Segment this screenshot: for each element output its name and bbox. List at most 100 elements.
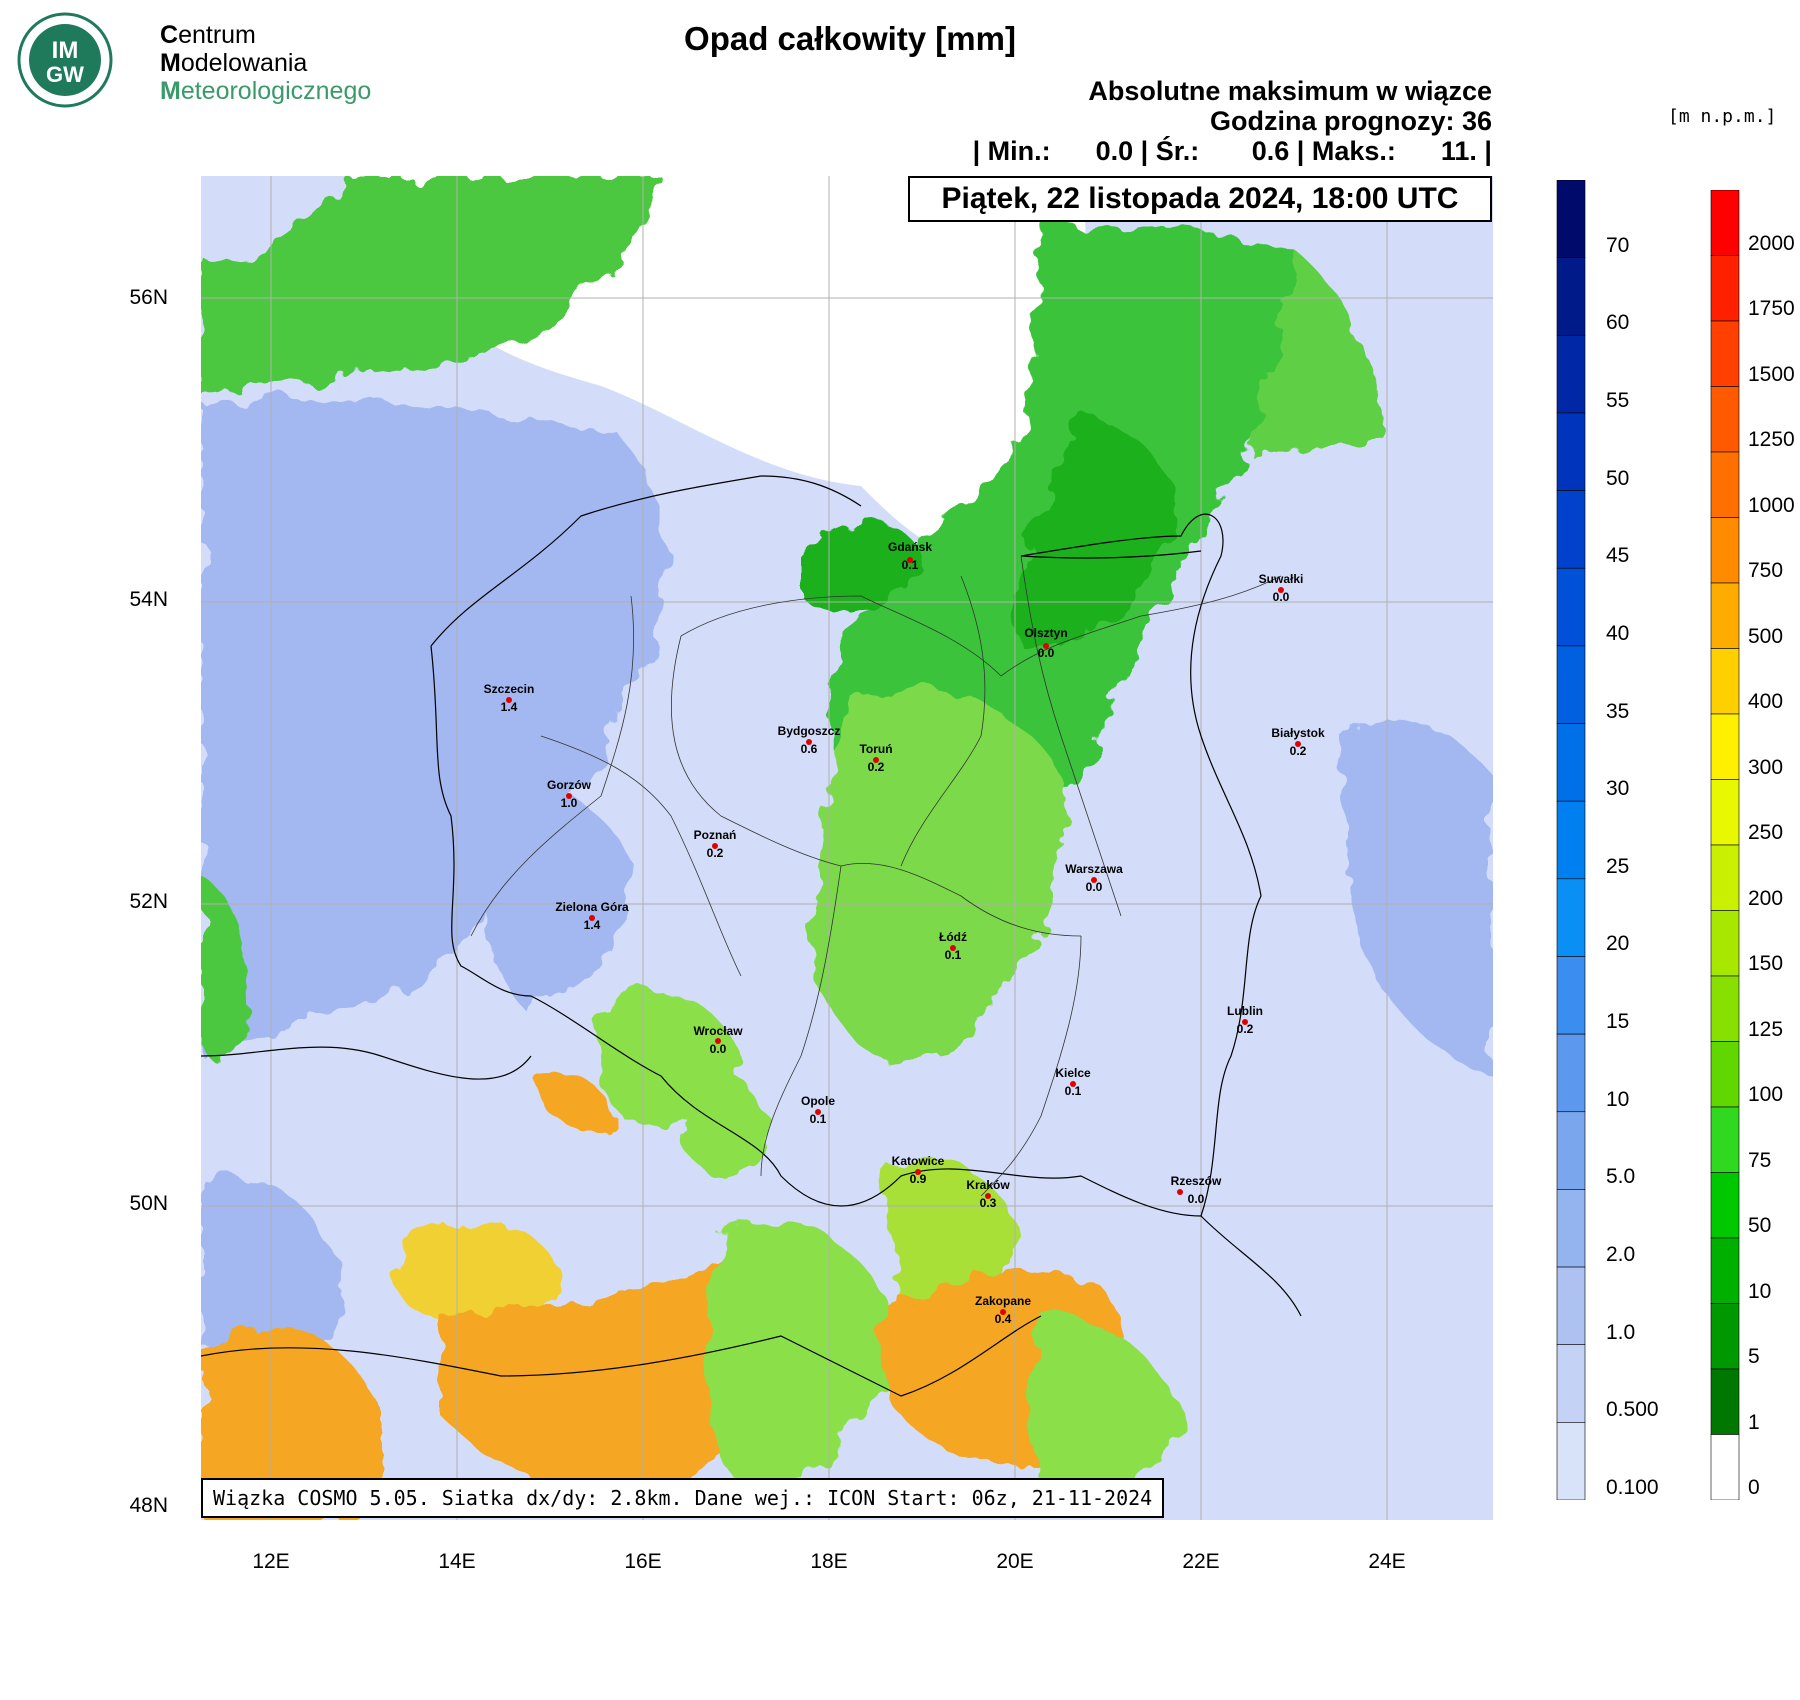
precip-green-areas [201, 176, 1381, 1176]
colorbar-label: 1250 [1748, 428, 1795, 451]
colorbar-swatch [1556, 645, 1586, 724]
page-title: Opad całkowity [mm] [684, 20, 1016, 57]
colorbar-label: 250 [1748, 821, 1784, 844]
logo-line-2: Modelowania [160, 49, 308, 77]
colorbar-label: 0.100 [1606, 1476, 1659, 1499]
lon-label-24e: 24E [1368, 1550, 1406, 1573]
city-label-olsztyn: Olsztyn 0.0 [1024, 626, 1068, 660]
voivodeship-borders [470, 555, 1282, 1197]
city-label-bialystok: Białystok 0.2 [1271, 726, 1325, 758]
city-label-szczecin: Szczecin 1.4 [483, 682, 535, 714]
city-dot [806, 739, 812, 745]
colorbar-label: 50 [1606, 466, 1630, 490]
city-dot [873, 757, 879, 763]
colorbar-swatch [1710, 255, 1740, 322]
city-dot [1295, 741, 1301, 747]
colorbar-label: 1750 [1748, 297, 1795, 320]
colorbar-label: 70 [1606, 233, 1630, 257]
city-dot [566, 793, 572, 799]
city-label-lublin: Lublin 0.2 [1227, 1004, 1263, 1036]
colorbar-swatch [1556, 956, 1586, 1035]
lon-label-20e: 20E [996, 1550, 1034, 1573]
colorbar-label: 35 [1606, 699, 1630, 723]
precip-mountain-areas [201, 1074, 1181, 1520]
city-label-wroclaw: Wrocław 0.0 [693, 1024, 743, 1056]
colorbar-label: 55 [1606, 388, 1630, 412]
colorbar-swatch [1710, 910, 1740, 977]
city-dot [1278, 587, 1284, 593]
colorbar-label: 45 [1606, 544, 1630, 568]
city-dot [712, 843, 718, 849]
city-label-gdansk: Gdańsk 0.1 [887, 540, 933, 572]
logo-line-3: Meteorologicznego [160, 77, 372, 105]
imgw-badge-icon: IM GW [17, 12, 113, 108]
colorbar-label: 25 [1606, 854, 1630, 878]
city-dot [1177, 1189, 1183, 1195]
colorbar-label: 125 [1748, 1017, 1784, 1041]
lon-label-18e: 18E [810, 1550, 848, 1573]
city-dot [1043, 643, 1049, 649]
colorbar-label: 15 [1606, 1010, 1630, 1034]
colorbar-label: 0.500 [1606, 1398, 1659, 1422]
height-colorbar [1710, 190, 1740, 1500]
forecast-hour: Godzina prognozy: 36 [1209, 106, 1492, 136]
city-dot [907, 557, 913, 563]
height-unit-label: [m n.p.m.] [1668, 106, 1777, 127]
city-dot [1091, 877, 1097, 883]
colorbar-swatch [1710, 1106, 1740, 1173]
colorbar-swatch [1710, 1368, 1740, 1435]
colorbar-label: 2000 [1748, 231, 1795, 255]
city-dot [506, 697, 512, 703]
city-dot [815, 1109, 821, 1115]
colorbar-label: 60 [1606, 311, 1630, 335]
lat-label-52n: 52N [129, 890, 168, 913]
city-label-torun: Toruń 0.2 [859, 742, 893, 774]
colorbar-swatch [1556, 1189, 1586, 1268]
colorbar-label: 10 [1748, 1279, 1772, 1303]
colorbar-label: 1 [1748, 1410, 1760, 1434]
city-dot [1070, 1081, 1076, 1087]
colorbar-swatch [1556, 490, 1586, 569]
colorbar-label: 75 [1748, 1148, 1772, 1172]
colorbar-label: 200 [1748, 886, 1784, 910]
colorbar-label: 100 [1748, 1083, 1784, 1106]
colorbar-swatch [1556, 180, 1586, 258]
colorbar-swatch [1710, 1237, 1740, 1304]
city-dot [915, 1169, 921, 1175]
lat-label-56n: 56N [129, 286, 168, 309]
colorbar-swatch [1556, 1266, 1586, 1346]
city-dot [589, 915, 595, 921]
precip-map [201, 176, 1493, 1520]
colorbar-swatch [1710, 648, 1740, 715]
lon-label-14e: 14E [438, 1550, 476, 1573]
colorbar-swatch [1710, 1303, 1740, 1370]
colorbar-label: 750 [1748, 559, 1784, 582]
city-label-suwalki: Suwałki 0.0 [1258, 572, 1304, 604]
city-dot [950, 945, 956, 951]
colorbar-label: 40 [1606, 621, 1630, 645]
colorbar-swatch [1556, 257, 1586, 336]
city-label-lodz: Łódź 0.1 [939, 930, 967, 962]
colorbar-label: 20 [1606, 932, 1630, 956]
forecast-date-box: Piątek, 22 listopada 2024, 18:00 UTC [908, 176, 1492, 222]
badge-text-bottom: GW [46, 62, 84, 87]
colorbar-swatch [1710, 1434, 1740, 1500]
model-info-footer: Wiązka COSMO 5.05. Siatka dx/dy: 2.8km. … [201, 1478, 1165, 1518]
city-label-gorzow: Gorzów 1.0 [547, 778, 591, 810]
colorbar-swatch [1710, 1041, 1740, 1108]
imgw-logo: IM GW Centrum Modelowania Meteorologiczn… [10, 10, 390, 110]
colorbar-label: 1000 [1748, 493, 1795, 517]
colorbar-swatch [1556, 723, 1586, 802]
city-dot [715, 1038, 721, 1044]
colorbar-swatch [1710, 190, 1740, 256]
colorbar-label: 1500 [1748, 362, 1795, 386]
city-label-poznan: Poznań 0.2 [693, 828, 737, 860]
lat-label-48n: 48N [129, 1494, 168, 1517]
precip-colorbar [1556, 180, 1586, 1500]
colorbar-swatch [1556, 800, 1586, 880]
stats-line: | Min.: 0.0 | Śr.: 0.6 | Maks.: 11. | [972, 136, 1492, 166]
colorbar-label: 10 [1606, 1087, 1630, 1111]
colorbar-label: 2.0 [1606, 1243, 1636, 1267]
colorbar-swatch [1710, 779, 1740, 846]
colorbar-label: 0 [1748, 1476, 1760, 1499]
